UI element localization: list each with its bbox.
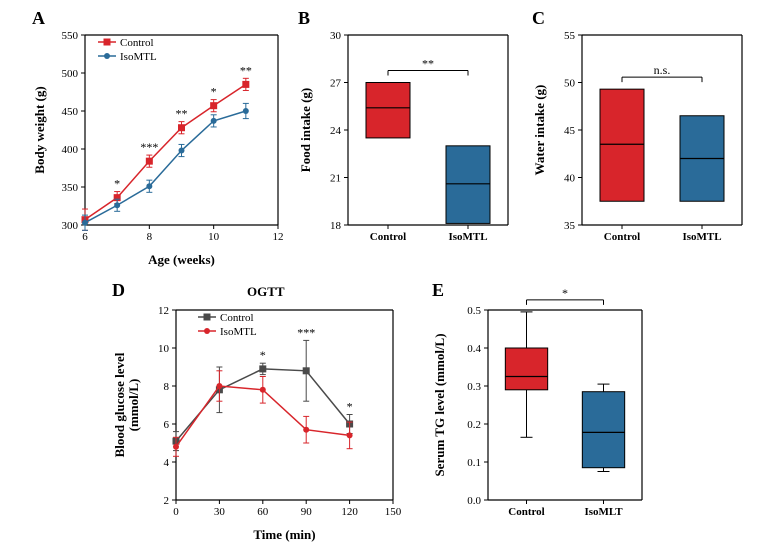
svg-text:Food intake (g): Food intake (g) [298, 88, 313, 173]
svg-text:IsoMLT: IsoMLT [584, 506, 623, 518]
svg-text:**: ** [176, 107, 188, 121]
panel-c-chart: 35 40 45 50 55 Control IsoMTL n.s. Water intake … [530, 10, 760, 270]
svg-text:30: 30 [330, 30, 342, 42]
svg-text:Blood glucose level: Blood glucose level [112, 352, 127, 457]
svg-text:*: * [347, 400, 353, 414]
svg-text:*: * [211, 85, 217, 99]
svg-text:90: 90 [301, 506, 313, 518]
svg-text:6: 6 [82, 231, 88, 243]
svg-text:IsoMTL: IsoMTL [120, 51, 157, 63]
svg-text:500: 500 [62, 68, 79, 80]
svg-text:50: 50 [564, 78, 576, 90]
svg-text:4: 4 [164, 457, 170, 469]
svg-text:n.s.: n.s. [654, 63, 671, 77]
svg-text:45: 45 [564, 125, 576, 137]
svg-text:Control: Control [120, 37, 154, 49]
panel-e-chart: 0.0 0.1 0.2 0.3 0.4 0.5 Control IsoMLT * Serum TG… [430, 285, 660, 545]
panel-b-chart: 18 21 24 27 30 Control IsoMTL ** Food intake (g) [296, 10, 526, 270]
svg-text:18: 18 [330, 220, 342, 232]
svg-text:***: *** [297, 325, 315, 339]
svg-text:IsoMTL: IsoMTL [220, 326, 257, 338]
svg-text:400: 400 [62, 144, 79, 156]
svg-text:*: * [114, 177, 120, 191]
svg-text:12: 12 [273, 231, 284, 243]
panel-d-chart: 246810120306090120150*****Time (min)Cont… [108, 285, 408, 545]
svg-text:35: 35 [564, 220, 576, 232]
svg-text:Water intake (g): Water intake (g) [532, 85, 547, 176]
svg-text:IsoMTL: IsoMTL [682, 231, 721, 243]
svg-text:0.4: 0.4 [467, 343, 481, 355]
svg-text:55: 55 [564, 30, 576, 42]
svg-text:10: 10 [158, 343, 170, 355]
svg-text:0.1: 0.1 [467, 457, 481, 469]
svg-text:Control: Control [370, 231, 406, 243]
svg-text:Control: Control [604, 231, 640, 243]
svg-text:Body weight (g): Body weight (g) [32, 86, 47, 173]
svg-text:0.3: 0.3 [467, 381, 481, 393]
svg-text:*: * [562, 286, 568, 300]
svg-text:300: 300 [62, 220, 79, 232]
svg-text:6: 6 [164, 419, 170, 431]
svg-text:30: 30 [214, 506, 226, 518]
svg-text:2: 2 [164, 495, 170, 507]
svg-text:0.0: 0.0 [467, 495, 481, 507]
svg-text:0.2: 0.2 [467, 419, 481, 431]
svg-text:8: 8 [147, 231, 153, 243]
panel-a-chart: 300350400450500550681012*********Age (we… [30, 10, 290, 270]
svg-text:Time (min): Time (min) [253, 527, 315, 542]
svg-text:0: 0 [173, 506, 179, 518]
svg-text:550: 550 [62, 30, 79, 42]
svg-text:120: 120 [341, 506, 358, 518]
svg-text:24: 24 [330, 125, 342, 137]
svg-text:150: 150 [385, 506, 402, 518]
svg-text:Age (weeks): Age (weeks) [148, 252, 215, 267]
svg-text:8: 8 [164, 381, 170, 393]
svg-text:Control: Control [220, 312, 254, 324]
svg-text:Serum TG level (mmol/L): Serum TG level (mmol/L) [432, 333, 447, 476]
svg-text:Control: Control [508, 506, 544, 518]
svg-text:21: 21 [330, 173, 341, 185]
svg-text:60: 60 [257, 506, 269, 518]
svg-text:**: ** [422, 57, 434, 71]
svg-text:10: 10 [208, 231, 220, 243]
svg-text:IsoMTL: IsoMTL [448, 231, 487, 243]
svg-text:40: 40 [564, 173, 576, 185]
svg-text:450: 450 [62, 106, 79, 118]
svg-text:(mmol/L): (mmol/L) [126, 379, 141, 432]
svg-text:**: ** [240, 63, 252, 77]
svg-text:*: * [260, 348, 266, 362]
svg-text:0.5: 0.5 [467, 305, 481, 317]
svg-text:27: 27 [330, 78, 342, 90]
svg-text:12: 12 [158, 305, 169, 317]
svg-text:***: *** [140, 140, 158, 154]
svg-text:350: 350 [62, 182, 79, 194]
